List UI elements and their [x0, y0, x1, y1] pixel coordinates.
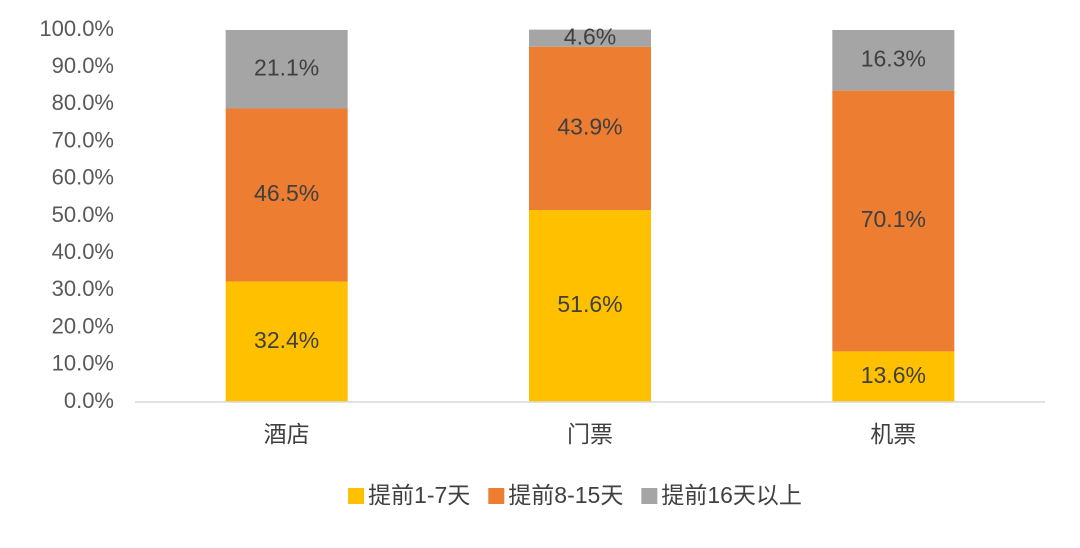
data-label: 21.1%: [254, 54, 319, 80]
data-label: 13.6%: [861, 362, 926, 388]
y-tick-label: 50.0%: [52, 202, 114, 227]
bar-segment: [529, 46, 651, 211]
y-tick-label: 10.0%: [52, 351, 114, 376]
bar-segment: [832, 351, 955, 402]
y-tick-label: 40.0%: [52, 239, 114, 264]
data-label: 46.5%: [254, 180, 319, 206]
bar-segment: [225, 281, 348, 402]
x-tick-label: 门票: [567, 421, 613, 447]
y-tick-label: 70.0%: [52, 127, 114, 152]
data-label: 16.3%: [861, 45, 926, 71]
y-tick-label: 0.0%: [64, 388, 114, 413]
data-label: 32.4%: [254, 327, 319, 353]
bar-segment: [529, 210, 651, 402]
y-tick-label: 100.0%: [39, 16, 114, 41]
data-label: 4.6%: [564, 23, 616, 49]
bar-segment: [225, 108, 348, 282]
y-tick-label: 90.0%: [52, 53, 114, 78]
x-tick-label: 酒店: [264, 421, 310, 447]
bar-segment: [225, 30, 348, 109]
y-tick-label: 60.0%: [52, 165, 114, 190]
legend-swatch: [488, 488, 505, 504]
bar-segment: [832, 90, 955, 352]
y-tick-label: 80.0%: [52, 90, 114, 115]
y-tick-label: 20.0%: [52, 313, 114, 338]
legend-label: 提前1-7天: [368, 482, 470, 508]
bar-segment: [529, 29, 651, 47]
bar-segment: [832, 30, 955, 91]
legend-swatch: [348, 488, 365, 504]
legend-swatch: [641, 488, 658, 504]
legend: 提前1-7天 提前8-15天 提前16天以上: [348, 482, 802, 508]
y-tick-label: 30.0%: [52, 276, 114, 301]
data-label: 70.1%: [861, 206, 926, 232]
legend-label: 提前16天以上: [661, 482, 802, 508]
x-tick-label: 机票: [870, 421, 916, 447]
legend-label: 提前8-15天: [508, 482, 623, 508]
data-label: 51.6%: [557, 291, 622, 317]
data-label: 43.9%: [557, 113, 622, 139]
